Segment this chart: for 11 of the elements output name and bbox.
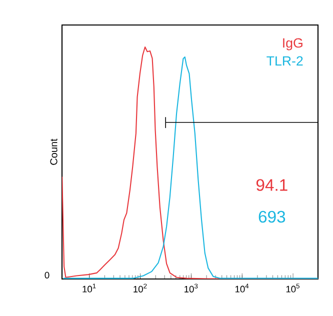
x-tick-label: 10$^{5}$ [286, 284, 300, 292]
annotation: 94.1 [256, 179, 288, 191]
text: TLR-2 [266, 56, 303, 66]
x-tick-label: 10$^{4}$ [235, 284, 249, 292]
text: 0 [44, 272, 50, 278]
annotation: 693 [258, 210, 286, 223]
y-axis-title: Count [50, 138, 58, 165]
x-tick-label: 10$^{2}$ [134, 284, 147, 292]
text: IgG [283, 38, 302, 50]
x-tick-label: 10$^{3}$ [184, 284, 198, 292]
x-tick-label: 10$^{1}$ [82, 284, 96, 292]
